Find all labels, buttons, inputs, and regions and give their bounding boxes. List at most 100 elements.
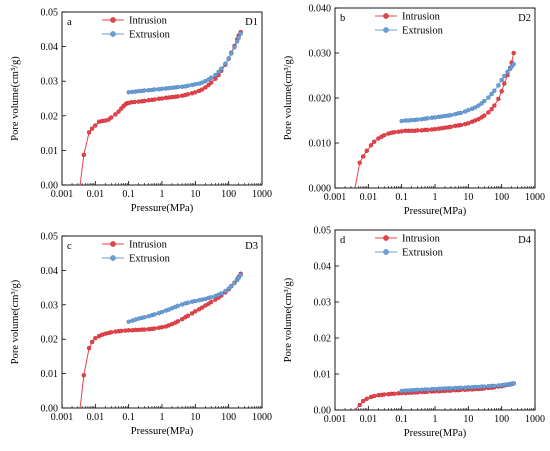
data-point xyxy=(482,384,487,389)
data-point xyxy=(219,291,224,296)
x-tick-label: 1000 xyxy=(252,412,272,423)
data-point xyxy=(432,126,438,132)
data-point xyxy=(81,373,87,378)
x-tick-label: 1 xyxy=(160,189,165,200)
legend-marker xyxy=(110,31,116,37)
y-tick-label: 0.03 xyxy=(41,77,59,88)
data-point xyxy=(511,62,516,67)
x-axis-title: Pressure(MPa) xyxy=(131,203,194,214)
x-tick-label: 1000 xyxy=(525,414,545,425)
data-point xyxy=(415,117,420,122)
x-tick-label: 1 xyxy=(160,412,165,423)
y-tick-label: 0.00 xyxy=(41,404,59,415)
data-point xyxy=(476,103,481,108)
series-line xyxy=(128,274,242,323)
panel-letter: c xyxy=(67,241,72,252)
y-tick-label: 0.04 xyxy=(41,42,59,53)
data-point xyxy=(486,95,491,100)
data-point xyxy=(208,75,214,80)
y-tick-label: 0.04 xyxy=(41,266,59,277)
x-tick-label: 0.001 xyxy=(51,412,74,423)
data-point xyxy=(159,96,165,101)
x-tick-label: 0.1 xyxy=(122,412,135,423)
legend-entry-intrusion: Intrusion xyxy=(102,240,168,251)
x-tick-label: 0.01 xyxy=(87,412,105,423)
data-point xyxy=(399,388,404,394)
data-point xyxy=(93,123,98,128)
data-point xyxy=(499,89,504,94)
data-point xyxy=(81,152,87,158)
x-tick-label: 100 xyxy=(221,189,236,200)
data-point xyxy=(175,94,181,99)
data-point xyxy=(432,386,438,392)
data-point xyxy=(219,66,224,71)
data-point xyxy=(142,88,147,93)
legend-label: Extrusion xyxy=(402,248,444,259)
data-point xyxy=(415,128,420,133)
data-point xyxy=(492,88,497,94)
series-extrusion xyxy=(126,272,243,324)
data-point xyxy=(361,154,366,159)
data-point xyxy=(175,84,181,90)
chart-panel-d4: 0.001 0.01 0.1 1 10 100 1000 0.00 0.01 0.02 0.03 0.… xyxy=(283,226,545,440)
x-tick-label: 10 xyxy=(463,414,473,425)
x-tick-label: 10 xyxy=(463,192,473,203)
y-axis-title: Pore volume(cm³/g) xyxy=(10,279,21,364)
legend-entry-extrusion: Extrusion xyxy=(102,254,171,265)
legend-label: Intrusion xyxy=(402,234,441,245)
data-point xyxy=(372,139,377,144)
y-tick-label: 0.00 xyxy=(314,406,332,417)
legend-marker xyxy=(110,17,116,23)
data-point xyxy=(502,73,507,79)
y-tick-label: 0.01 xyxy=(41,146,59,157)
data-point xyxy=(472,105,478,110)
data-point xyxy=(132,99,137,105)
data-point xyxy=(116,109,121,114)
data-point xyxy=(361,398,366,404)
data-point xyxy=(193,298,198,304)
data-point xyxy=(382,392,387,397)
x-tick-label: 0.1 xyxy=(122,189,135,200)
x-tick-label: 0.01 xyxy=(360,414,378,425)
y-axis-title: Pore volume(cm³/g) xyxy=(283,277,294,362)
x-tick-label: 1 xyxy=(433,192,438,203)
data-point xyxy=(499,77,504,83)
panel-letter: d xyxy=(340,235,346,246)
panel-sample-id: D1 xyxy=(245,17,258,28)
x-axis-title: Pressure(MPa) xyxy=(131,426,194,437)
series-extrusion xyxy=(126,31,243,95)
data-point xyxy=(216,69,221,75)
data-point xyxy=(189,311,195,316)
data-point xyxy=(489,106,494,112)
data-point xyxy=(159,309,165,315)
legend-label: Extrusion xyxy=(402,26,444,37)
data-point xyxy=(502,81,507,86)
data-point xyxy=(142,315,147,320)
y-tick-label: 0.010 xyxy=(309,139,332,150)
x-tick-label: 0.01 xyxy=(360,192,378,203)
data-point xyxy=(425,127,430,133)
legend-entry-extrusion: Extrusion xyxy=(102,30,171,41)
legend-entry-intrusion: Intrusion xyxy=(102,16,168,27)
x-axis-title: Pressure(MPa) xyxy=(404,206,467,217)
series-line xyxy=(79,31,242,185)
y-tick-label: 0.020 xyxy=(309,94,332,105)
y-tick-label: 0.00 xyxy=(41,181,59,192)
data-point xyxy=(185,313,191,318)
data-point xyxy=(175,319,181,324)
data-point xyxy=(185,92,191,97)
legend-marker xyxy=(383,13,389,19)
data-point xyxy=(505,69,510,75)
data-point xyxy=(213,72,218,78)
data-point xyxy=(229,284,234,289)
data-point xyxy=(238,31,243,36)
x-axis-title: Pressure(MPa) xyxy=(404,428,467,439)
legend-entry-intrusion: Intrusion xyxy=(375,12,441,23)
panel-sample-id: D4 xyxy=(518,235,532,246)
x-tick-label: 0.1 xyxy=(395,192,408,203)
data-point xyxy=(357,402,362,408)
data-point xyxy=(448,124,454,130)
data-point xyxy=(364,148,369,153)
data-point xyxy=(458,385,464,390)
